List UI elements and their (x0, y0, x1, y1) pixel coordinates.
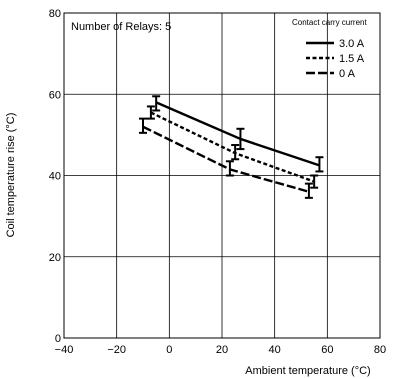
error-bar (304, 182, 313, 199)
y-tick-label: 40 (49, 171, 61, 183)
series-line (155, 101, 320, 167)
series-3 (139, 117, 313, 199)
series-line (142, 125, 310, 193)
y-tick-label: 60 (49, 89, 61, 101)
plot-area (63, 12, 381, 339)
error-bar (236, 127, 245, 151)
x-tick-label: 60 (321, 344, 333, 356)
x-tick-label: 80 (374, 344, 386, 356)
x-tick-label: 20 (216, 344, 228, 356)
error-bar (231, 144, 240, 161)
error-bar (152, 95, 161, 112)
error-bar (146, 105, 155, 120)
legend-items: 3.0 A 1.5 A 0 A (306, 38, 365, 80)
relay-count-annotation: Number of Relays: 5 (71, 21, 171, 33)
x-tick-label: 40 (269, 344, 281, 356)
error-bar (310, 174, 319, 189)
x-axis-label: Ambient temperature (°C) (245, 365, 370, 377)
legend-label: 1.5 A (339, 53, 365, 65)
error-bar (315, 156, 324, 173)
x-tick-labels: −40 −20 0 20 40 60 80 (55, 344, 386, 356)
series-1 (152, 95, 324, 173)
series-group (139, 95, 324, 199)
x-tick-label: −20 (107, 344, 126, 356)
y-tick-label: 0 (55, 333, 61, 345)
error-bar (225, 160, 234, 177)
legend: Contact carry current 3.0 A 1.5 A 0 A (292, 18, 367, 80)
x-tick-label: 0 (166, 344, 172, 356)
y-axis-label: Coil temperature rise (°C) (5, 113, 17, 238)
y-tick-labels: 0 20 40 60 80 (49, 8, 61, 345)
legend-label: 0 A (339, 68, 356, 80)
series-2 (146, 105, 319, 189)
error-bar (139, 117, 147, 134)
y-tick-label: 20 (49, 252, 61, 264)
legend-label: 3.0 A (339, 38, 365, 50)
x-tick-label: −40 (55, 344, 74, 356)
legend-title: Contact carry current (292, 18, 367, 27)
grid (63, 12, 381, 339)
y-tick-label: 80 (49, 8, 61, 20)
